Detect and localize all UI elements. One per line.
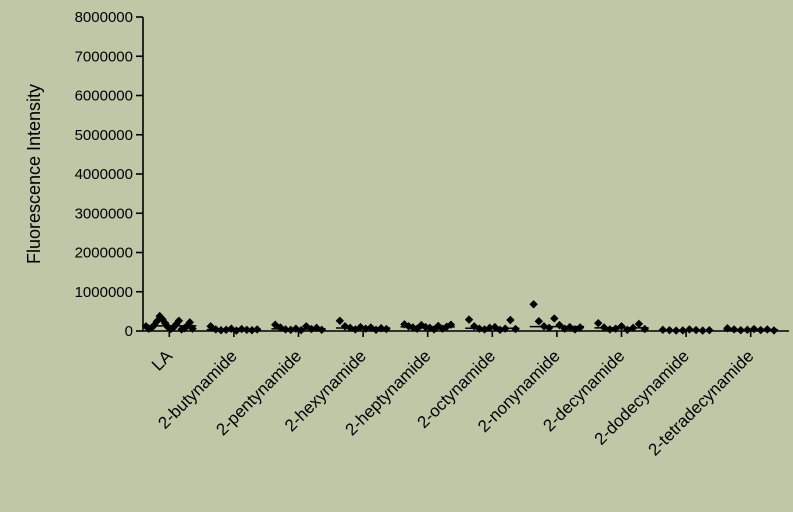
y-tick-label: 8000000 xyxy=(75,9,133,26)
data-point xyxy=(575,323,585,332)
y-tick-label: 1000000 xyxy=(75,284,133,301)
y-tick-label: 3000000 xyxy=(75,205,133,222)
data-point xyxy=(634,319,644,329)
data-point xyxy=(529,300,538,309)
data-point xyxy=(534,316,544,326)
x-category-labels: LA2-butynamide2-pentynamide2-hexynamide2… xyxy=(148,346,758,459)
y-tick-label: 4000000 xyxy=(75,166,133,183)
y-tick-label: 6000000 xyxy=(75,88,133,105)
y-axis-ticks: 0 1000000 2000000 3000000 4000000 5000000 6000… xyxy=(75,9,143,340)
data-point xyxy=(611,324,620,333)
data-point xyxy=(769,326,779,335)
data-point xyxy=(155,311,164,321)
y-tick-label: 7000000 xyxy=(75,48,133,65)
data-point xyxy=(174,316,184,325)
data-point xyxy=(185,318,195,327)
data-point xyxy=(464,315,474,324)
data-point xyxy=(382,324,391,334)
data-point xyxy=(511,324,520,334)
data-point xyxy=(550,314,559,323)
data-point xyxy=(506,315,515,325)
data-point xyxy=(317,325,326,335)
y-tick-label: 5000000 xyxy=(75,127,133,144)
x-category-label: LA xyxy=(148,346,177,375)
data-point xyxy=(544,323,554,333)
median-lines xyxy=(142,325,778,331)
data-point xyxy=(640,324,649,334)
y-axis-title: Fluorescence Intensity xyxy=(24,84,44,264)
data-point xyxy=(335,316,345,325)
y-tick-label: 0 xyxy=(125,323,133,340)
y-tick-label: 2000000 xyxy=(75,245,133,262)
data-point xyxy=(594,318,603,328)
data-point xyxy=(685,325,694,334)
x-axis-ticks xyxy=(168,331,752,337)
data-point xyxy=(605,325,615,334)
data-point xyxy=(166,324,175,334)
axes xyxy=(142,17,789,332)
